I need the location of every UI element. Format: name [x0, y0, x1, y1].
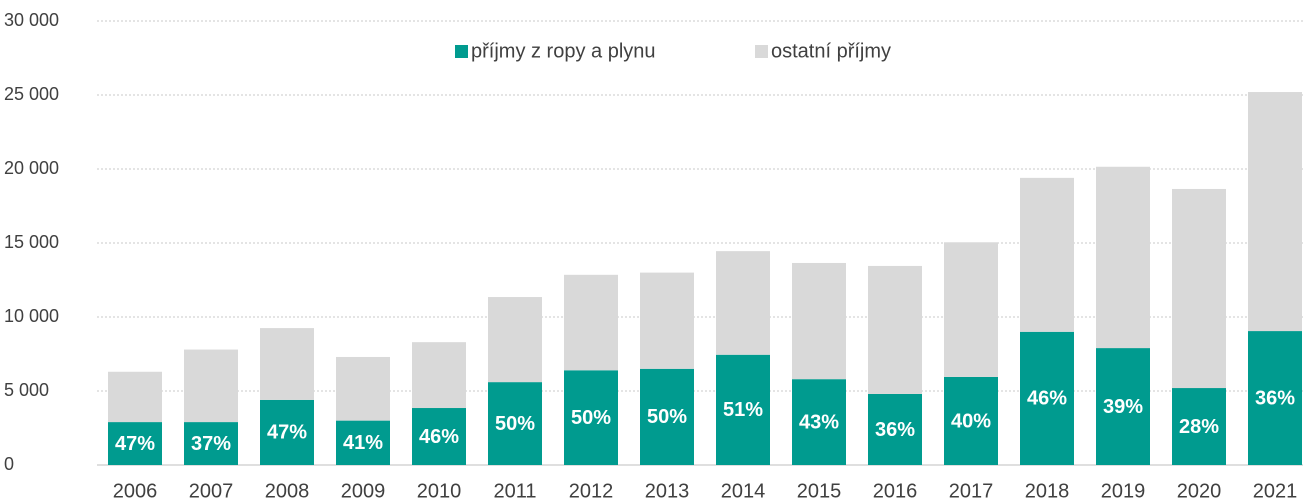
bar-segment — [1020, 331, 1074, 465]
y-tick-label: 15 000 — [4, 232, 59, 252]
x-tick-label: 2013 — [645, 480, 690, 502]
bar-segment — [1172, 188, 1226, 389]
x-tick-label: 2020 — [1177, 480, 1222, 502]
bar-segment — [792, 262, 846, 380]
bar-segment — [260, 399, 314, 465]
bar-segment — [640, 368, 694, 465]
bar-segment — [1096, 166, 1150, 349]
bar-segment — [564, 274, 618, 371]
bar-segment — [640, 272, 694, 369]
bar-segment — [1020, 177, 1074, 332]
bar-segment — [260, 328, 314, 400]
bar-label: 50% — [571, 407, 611, 429]
y-tick-label: 20 000 — [4, 158, 59, 178]
y-tick-label: 30 000 — [4, 10, 59, 30]
bar-segment — [184, 349, 238, 423]
bar-segment — [716, 354, 770, 465]
x-tick-label: 2018 — [1025, 480, 1070, 502]
bar-label: 28% — [1179, 416, 1219, 438]
bar-segment — [336, 420, 390, 465]
bar-segment — [944, 376, 998, 465]
bar-label: 43% — [799, 411, 839, 433]
x-tick-label: 2008 — [265, 480, 310, 502]
bar-segment — [108, 422, 162, 465]
x-tick-label: 2007 — [189, 480, 234, 502]
y-tick-label: 25 000 — [4, 84, 59, 104]
legend-label: příjmy z ropy a plynu — [471, 40, 656, 62]
bar-segment — [336, 356, 390, 421]
bar-label: 46% — [1027, 388, 1067, 410]
y-tick-label: 0 — [4, 454, 14, 474]
bar-label: 47% — [115, 433, 155, 455]
bar-segment — [868, 393, 922, 465]
y-tick-label: 10 000 — [4, 306, 59, 326]
bar-segment — [412, 408, 466, 465]
x-tick-label: 2014 — [721, 480, 766, 502]
bar-segment — [944, 242, 998, 377]
bar-label: 46% — [419, 426, 459, 448]
bar-segment — [1096, 348, 1150, 465]
bar-label: 50% — [495, 413, 535, 435]
bar-segment — [792, 379, 846, 465]
bar-segment — [564, 370, 618, 465]
bar-label: 36% — [1255, 387, 1295, 409]
x-tick-label: 2017 — [949, 480, 994, 502]
legend-swatch — [755, 45, 768, 58]
bar-label: 47% — [267, 422, 307, 444]
bar-segment — [108, 371, 162, 423]
x-tick-label: 2016 — [873, 480, 918, 502]
bar-segment — [488, 297, 542, 383]
x-tick-label: 2006 — [113, 480, 158, 502]
x-tick-label: 2011 — [493, 480, 536, 502]
bar-segment — [1172, 388, 1226, 465]
bar-segment — [868, 265, 922, 394]
bar-label: 39% — [1103, 396, 1143, 418]
bar-segment — [412, 342, 466, 409]
bar-label: 37% — [191, 433, 231, 455]
x-tick-label: 2010 — [417, 480, 462, 502]
bar-label: 41% — [343, 432, 383, 454]
x-tick-label: 2019 — [1101, 480, 1146, 502]
x-tick-label: 2012 — [569, 480, 614, 502]
bar-label: 36% — [875, 419, 915, 441]
legend-swatch — [455, 45, 468, 58]
bar-segment — [1248, 331, 1302, 465]
x-tick-label: 2009 — [341, 480, 386, 502]
y-tick-label: 5 000 — [4, 380, 49, 400]
bar-segment — [716, 251, 770, 355]
bar-label: 50% — [647, 406, 687, 428]
x-tick-label: 2015 — [797, 480, 842, 502]
bar-segment — [488, 382, 542, 465]
bar-segment — [1248, 92, 1302, 332]
legend-label: ostatní příjmy — [771, 40, 891, 62]
x-tick-label: 2021 — [1253, 480, 1298, 502]
bar-segment — [184, 422, 238, 465]
bar-label: 40% — [951, 410, 991, 432]
bar-label: 51% — [723, 399, 763, 421]
